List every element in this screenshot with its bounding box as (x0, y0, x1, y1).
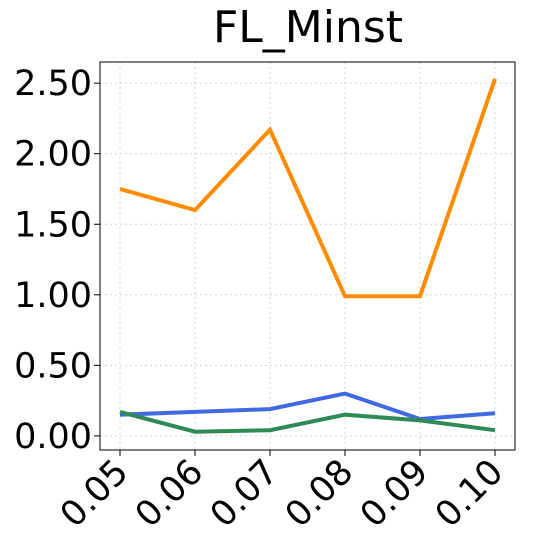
y-tick-label: 2.00 (14, 135, 92, 175)
grid (100, 62, 515, 450)
plot-area-frame (99, 61, 516, 451)
x-tick-label: 0.07 (203, 452, 286, 535)
y-tick-label: 0.50 (14, 346, 92, 386)
series-lines (119, 78, 497, 434)
y-axis: 0.00 0.50 1.00 1.50 2.00 2.50 (14, 64, 100, 457)
series-line-3 (119, 409, 496, 434)
series-line-2 (119, 391, 496, 422)
y-tick-label: 2.50 (14, 64, 92, 104)
chart-title: FL_Minst (213, 2, 403, 53)
x-tick-label: 0.05 (53, 452, 136, 535)
x-tick-label: 0.06 (128, 452, 211, 535)
y-tick-label: 0.00 (14, 417, 92, 457)
y-tick-label: 1.50 (14, 205, 92, 245)
series-line-1 (119, 78, 497, 299)
x-tick-label: 0.08 (278, 452, 361, 535)
x-tick-label: 0.10 (428, 452, 511, 535)
x-tick-label: 0.09 (353, 452, 436, 535)
y-tick-label: 1.00 (14, 276, 92, 316)
x-axis: 0.050.060.070.080.090.10 (53, 450, 511, 535)
